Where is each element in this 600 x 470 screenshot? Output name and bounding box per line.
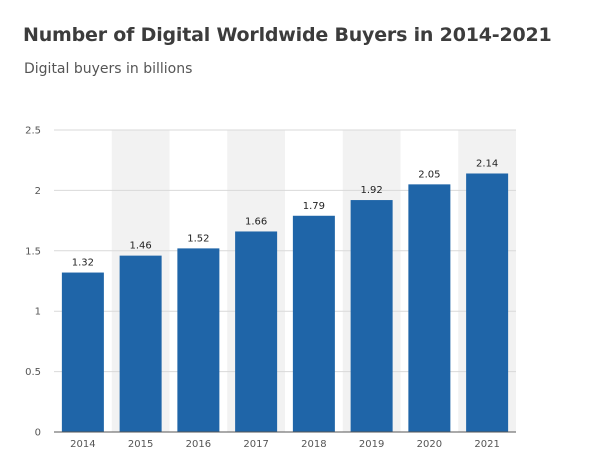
bar-2021 (466, 173, 509, 432)
data-label-2017: 1.66 (245, 216, 267, 227)
x-tick-label-2018: 2018 (301, 439, 326, 450)
bar-2016 (177, 248, 220, 432)
data-label-2018: 1.79 (303, 201, 325, 212)
x-tick-label-2016: 2016 (186, 439, 211, 450)
bar-2019 (350, 200, 393, 432)
data-label-2014: 1.32 (72, 258, 94, 269)
bar-2015 (119, 255, 162, 432)
x-tick-label-2014: 2014 (70, 439, 95, 450)
y-tick-label: 0.5 (25, 367, 41, 378)
x-tick-label-2019: 2019 (359, 439, 384, 450)
y-tick-label: 1 (35, 307, 41, 318)
y-tick-label: 2.5 (25, 126, 41, 137)
data-label-2020: 2.05 (418, 169, 440, 180)
y-tick-label: 2 (35, 186, 41, 197)
data-label-2015: 1.46 (129, 241, 151, 252)
chart-subtitle: Digital buyers in billions (24, 61, 193, 77)
x-tick-label-2015: 2015 (128, 439, 153, 450)
x-tick-label-2020: 2020 (417, 439, 442, 450)
y-tick-label: 0 (35, 428, 41, 439)
x-tick-label-2021: 2021 (474, 439, 499, 450)
data-label-2016: 1.52 (187, 233, 209, 244)
x-tick-label-2017: 2017 (243, 439, 268, 450)
bar-2017 (235, 231, 278, 432)
data-label-2021: 2.14 (476, 158, 498, 169)
bar-2020 (408, 184, 451, 432)
y-tick-label: 1.5 (25, 246, 41, 257)
chart-title: Number of Digital Worldwide Buyers in 20… (23, 24, 552, 46)
data-label-2019: 1.92 (360, 185, 382, 196)
bar-2018 (292, 215, 335, 432)
bar-2014 (61, 272, 104, 432)
